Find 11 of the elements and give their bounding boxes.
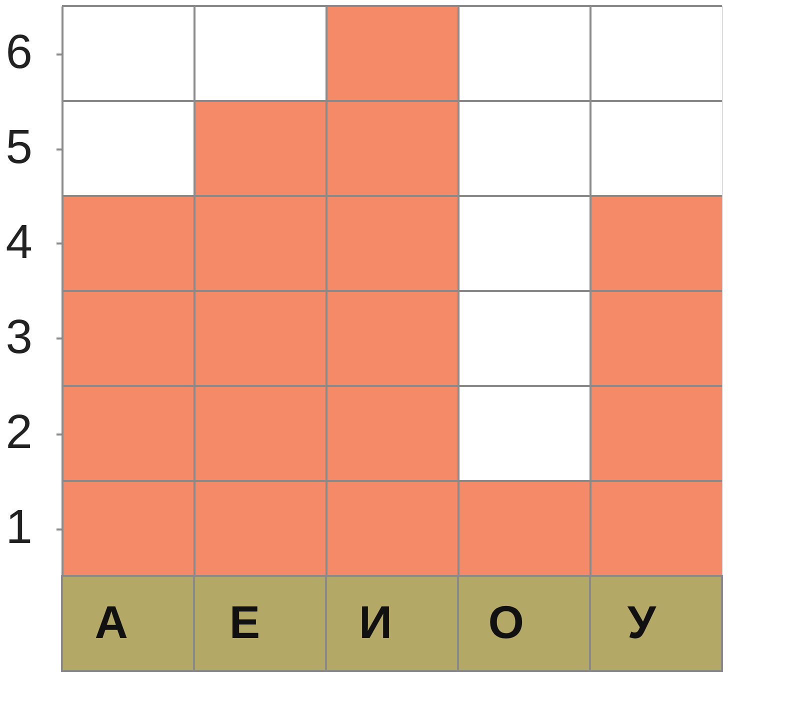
y-tick-label: 1: [6, 501, 32, 554]
x-tick-label: У: [627, 596, 658, 648]
y-tick-label: 3: [6, 311, 32, 364]
y-tick-label: 2: [6, 406, 32, 459]
y-tick-label: 4: [6, 216, 32, 269]
y-tick-label: 6: [6, 26, 32, 79]
y-tick-label: 5: [6, 121, 32, 174]
x-tick-label: И: [358, 596, 392, 648]
x-tick-label: О: [488, 596, 524, 648]
x-tick-label: Е: [229, 596, 260, 648]
x-tick-label: А: [94, 596, 128, 648]
